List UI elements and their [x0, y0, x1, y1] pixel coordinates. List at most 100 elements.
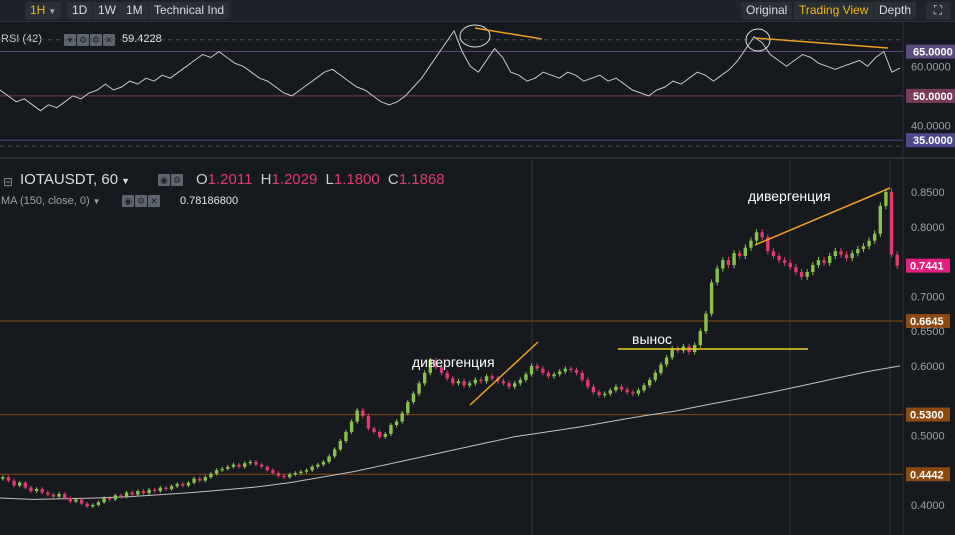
rsi-level-label: 35.0000 — [913, 135, 953, 147]
candle-body — [659, 364, 663, 373]
close-icon[interactable]: ✕ — [148, 195, 160, 207]
candle-body — [799, 271, 804, 277]
chevron-down-icon[interactable]: ▼ — [121, 176, 131, 186]
view-original-button[interactable]: Original — [741, 2, 793, 19]
ma-value: 0.78186800 — [180, 195, 239, 207]
candle-body — [816, 260, 821, 266]
candle-body — [738, 253, 742, 256]
candle-body — [445, 372, 449, 379]
candle-body — [895, 254, 899, 266]
candle-body — [141, 491, 146, 494]
candle-body — [181, 484, 185, 486]
candle-body — [721, 260, 725, 269]
candle-body — [51, 494, 56, 497]
panel-divider — [0, 157, 955, 159]
candle-body — [709, 282, 714, 314]
candle-body — [856, 249, 860, 254]
collapse-icon[interactable]: ⊟ — [3, 175, 14, 189]
candle-body — [130, 492, 134, 495]
interval-1h-button[interactable]: 1H ▼ — [25, 2, 62, 19]
candle-body — [631, 392, 635, 394]
candle-body — [6, 477, 11, 481]
candle-body — [754, 232, 759, 241]
candle-body — [614, 386, 618, 391]
chevron-down-icon[interactable]: ▾ — [64, 34, 76, 46]
view-tradingview-button[interactable]: Trading View — [794, 2, 874, 19]
candle-body — [507, 383, 511, 387]
candle-body — [434, 360, 438, 368]
view-depth-button[interactable]: Depth — [874, 2, 917, 19]
chevron-down-icon[interactable]: ▼ — [92, 197, 101, 206]
candle-body — [108, 498, 112, 500]
candle-body — [85, 503, 89, 507]
rsi-level-label: 65.0000 — [913, 47, 953, 59]
candle-body — [844, 254, 849, 259]
symbol-controls[interactable]: ◉ ⚙ — [158, 174, 183, 186]
candle-body — [96, 502, 101, 505]
ma-controls[interactable]: ◉ ⚙ ✕ — [122, 195, 160, 207]
candle-body — [884, 192, 888, 206]
technical-indicators-button[interactable]: Technical Ind — [149, 2, 230, 19]
rsi-level-tag — [906, 44, 955, 59]
candle-body — [867, 240, 871, 247]
candle-body — [231, 464, 236, 467]
candle-body — [524, 374, 528, 380]
eye-icon[interactable]: ◉ — [122, 195, 134, 207]
price-tick-label: 0.4000 — [911, 500, 945, 512]
open-value: 1.2011 — [207, 171, 253, 188]
interval-1m-button[interactable]: 1M — [121, 2, 148, 19]
ma-150-line — [0, 365, 901, 500]
ma-label: MA (150, close, 0) — [1, 195, 90, 207]
sweep-label: вынос — [632, 331, 672, 347]
candle-body — [428, 360, 432, 373]
rsi-legend: RSI (42) — [1, 33, 42, 45]
candle-body — [873, 233, 877, 241]
candle-body — [344, 431, 348, 442]
settings-icon[interactable]: ⚙ — [171, 174, 183, 186]
candle-body — [366, 415, 371, 429]
eye-icon[interactable]: ◉ — [158, 174, 170, 186]
candle-body — [490, 376, 494, 379]
candle-body — [158, 487, 162, 492]
candle-body — [642, 385, 646, 391]
candle-body — [304, 470, 309, 472]
candle-body — [293, 473, 297, 475]
symbol-label[interactable]: IOTAUSDT, 60 ▼ — [20, 171, 131, 188]
candle-body — [822, 260, 826, 263]
price-level-label: 0.5300 — [910, 410, 944, 422]
settings-icon[interactable]: ⚙ — [135, 195, 147, 207]
interval-1d-button[interactable]: 1D — [67, 2, 93, 19]
candle-body — [726, 260, 731, 266]
candle-body — [1, 477, 5, 479]
candle-body — [501, 381, 506, 384]
candle-body — [664, 357, 669, 365]
close-icon[interactable]: ✕ — [103, 34, 115, 46]
candle-body — [169, 486, 174, 490]
interval-1w-button[interactable]: 1W — [93, 2, 121, 19]
price-tick-label: 0.6000 — [911, 361, 945, 373]
candle-body — [484, 376, 489, 382]
candle-body — [586, 379, 590, 387]
close-label: C — [387, 171, 399, 188]
fullscreen-icon[interactable]: ⛶ — [926, 2, 950, 19]
low-label: L — [325, 171, 334, 188]
candle-body — [833, 251, 837, 256]
candle-body — [563, 368, 567, 372]
rsi-divergence-line — [474, 27, 543, 40]
candle-body — [608, 390, 612, 394]
candle-body — [254, 461, 258, 465]
candle-body — [850, 253, 854, 259]
candle-body — [518, 379, 522, 384]
candle-body — [310, 466, 314, 471]
high-value: 1.2029 — [271, 171, 318, 188]
candle-body — [164, 487, 168, 490]
candle-body — [400, 413, 404, 422]
candle-body — [479, 379, 483, 382]
candle-body — [732, 253, 736, 266]
candle-body — [63, 493, 67, 499]
candle-body — [766, 237, 770, 252]
candle-body — [361, 410, 365, 416]
candle-body — [243, 463, 247, 467]
rsi-circle-annotation — [459, 24, 491, 48]
price-chart[interactable]: 65.0000 50.0000 35.0000 60.0000 40.0000 0.664… — [0, 21, 955, 535]
